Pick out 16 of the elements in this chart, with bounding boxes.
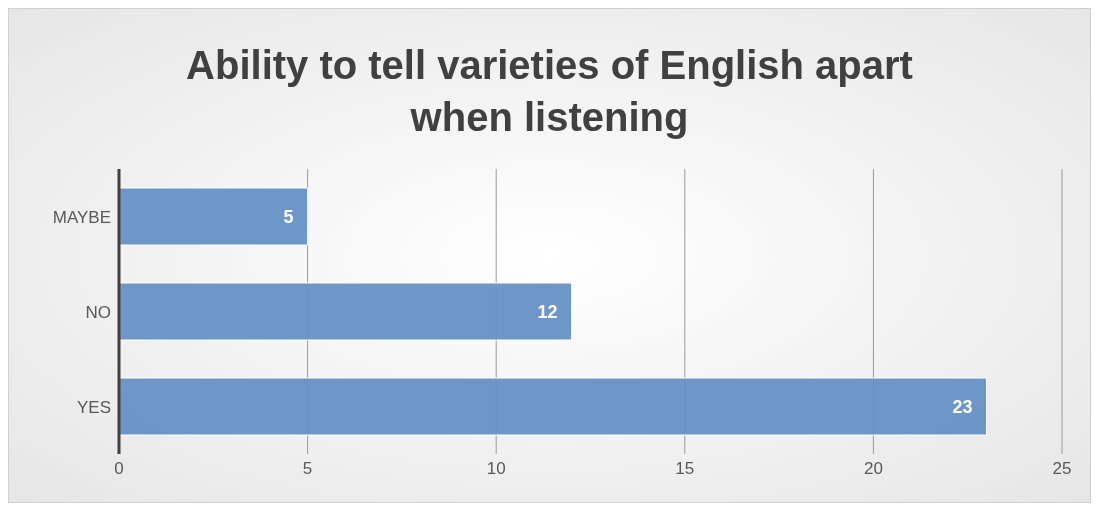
data-label: 5: [283, 206, 294, 227]
x-tick-label: 20: [863, 459, 883, 479]
x-tick-label: 5: [302, 459, 313, 479]
x-tick-label: 15: [675, 459, 695, 479]
chart-title: Ability to tell varieties of English apart when listening: [185, 42, 914, 141]
y-tick-label: YES: [76, 397, 111, 417]
x-tick-label: 0: [114, 459, 124, 479]
y-tick-label: MAYBE: [52, 207, 111, 227]
data-label: 12: [537, 301, 558, 322]
bar: [119, 377, 988, 436]
x-tick-label: 25: [1052, 459, 1072, 479]
bar: [119, 282, 573, 341]
x-tick-label: 10: [486, 459, 506, 479]
data-label: 23: [952, 396, 973, 417]
bar: [119, 187, 309, 246]
y-tick-label: NO: [85, 302, 111, 322]
